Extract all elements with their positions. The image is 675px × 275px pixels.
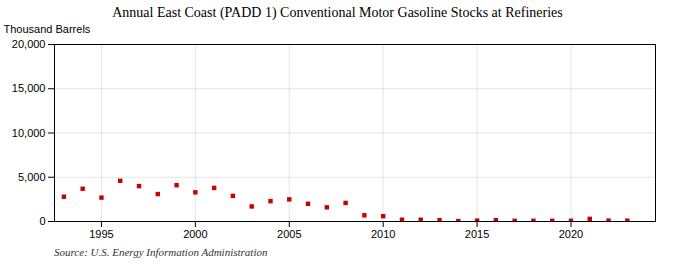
svg-text:15,000: 15,000 — [12, 82, 46, 94]
svg-text:Thousand Barrels: Thousand Barrels — [4, 23, 91, 35]
svg-text:2005: 2005 — [277, 228, 301, 240]
svg-text:5,000: 5,000 — [18, 171, 46, 183]
svg-text:10,000: 10,000 — [12, 127, 46, 139]
svg-text:2020: 2020 — [559, 228, 583, 240]
svg-text:1995: 1995 — [89, 228, 113, 240]
svg-text:2010: 2010 — [371, 228, 395, 240]
html-text:Source: U.S. Energy Informatio: Source: U.S. Energy Information Administ… — [54, 246, 268, 258]
svg-text:2015: 2015 — [465, 228, 489, 240]
svg-text:2000: 2000 — [183, 228, 207, 240]
svg-text:20,000: 20,000 — [12, 38, 46, 50]
svg-text:0: 0 — [39, 215, 45, 227]
html-text:Annual East Coast (PADD 1) Con: Annual East Coast (PADD 1) Conventional … — [112, 5, 563, 20]
